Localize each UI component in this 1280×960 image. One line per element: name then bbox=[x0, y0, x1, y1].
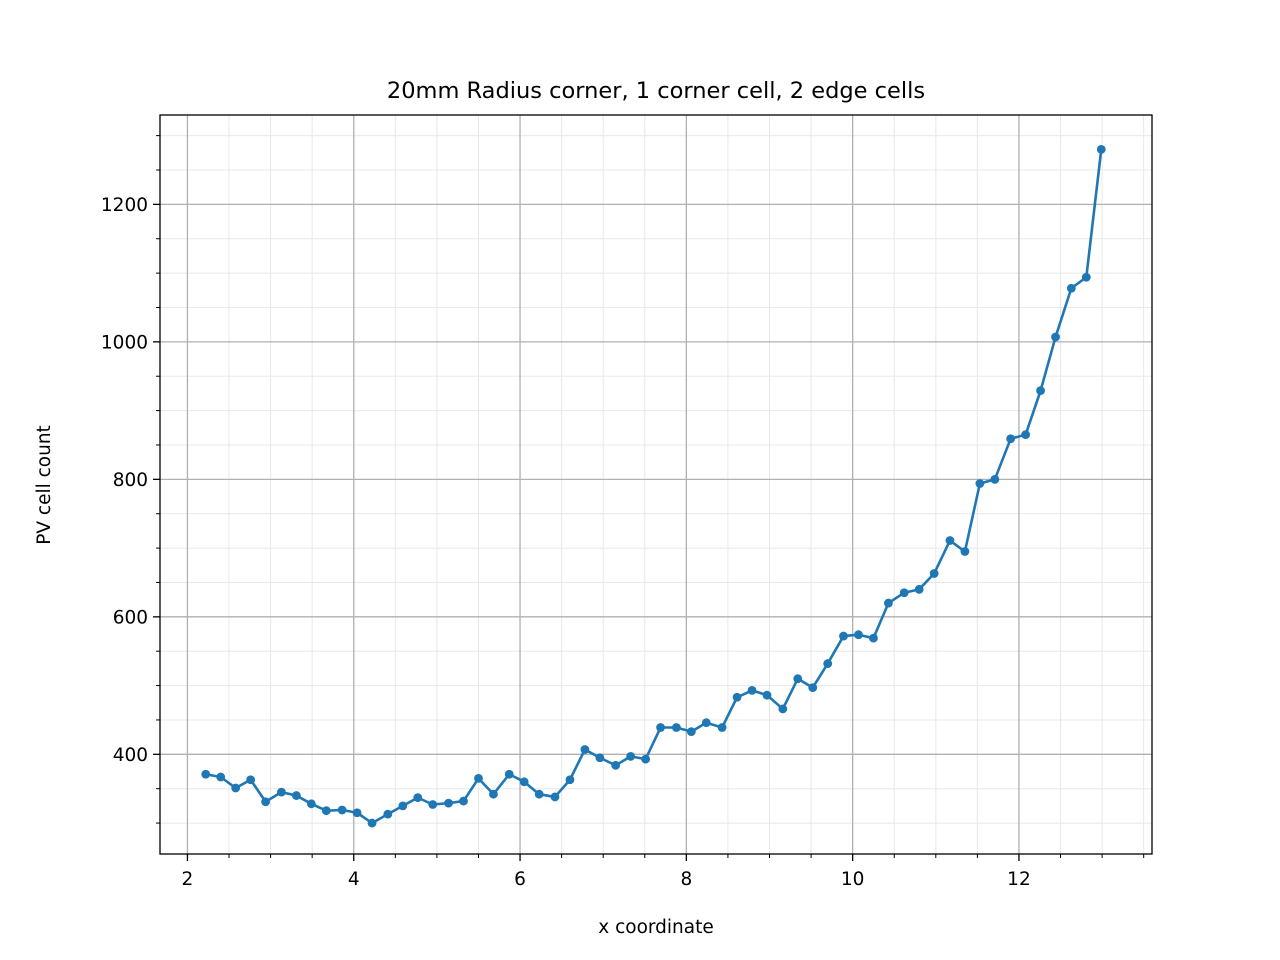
data-point bbox=[504, 769, 514, 779]
minor-grid bbox=[160, 115, 1152, 854]
data-point bbox=[869, 633, 878, 643]
data-point bbox=[261, 797, 271, 807]
x-axis-label: x coordinate bbox=[598, 917, 714, 938]
data-point bbox=[884, 598, 893, 608]
data-point bbox=[291, 791, 301, 800]
data-point bbox=[732, 692, 742, 702]
y-axis-label: PV cell count bbox=[34, 425, 55, 545]
data-point bbox=[1051, 332, 1060, 342]
y-tick-label: 600 bbox=[113, 607, 148, 628]
data-point bbox=[960, 547, 970, 556]
data-point bbox=[201, 769, 211, 779]
data-point bbox=[747, 685, 757, 695]
data-point bbox=[352, 808, 362, 818]
data-point bbox=[990, 474, 1000, 484]
data-point bbox=[929, 569, 939, 578]
data-point bbox=[216, 772, 226, 782]
data-point bbox=[899, 588, 909, 598]
data-point bbox=[565, 775, 575, 785]
data-point bbox=[489, 789, 498, 799]
data-point bbox=[306, 799, 316, 809]
data-point bbox=[398, 801, 408, 811]
y-tick-label: 1000 bbox=[101, 332, 148, 353]
data-point bbox=[459, 796, 468, 806]
y-tick-label: 1200 bbox=[101, 195, 148, 216]
data-point bbox=[444, 798, 453, 808]
data-point bbox=[778, 704, 788, 714]
data-point bbox=[611, 760, 621, 770]
data-point bbox=[383, 809, 393, 819]
axis-ticks: 2 4 6 8 10 12 400 600 800 1000 1200 bbox=[101, 135, 1145, 890]
data-point bbox=[839, 631, 848, 641]
data-point bbox=[1036, 386, 1045, 396]
data-point bbox=[321, 806, 331, 816]
data-point bbox=[474, 773, 483, 783]
data-point bbox=[580, 745, 590, 754]
data-point bbox=[550, 792, 560, 802]
x-tick-label: 6 bbox=[514, 869, 526, 890]
x-tick-label: 8 bbox=[680, 869, 692, 890]
y-tick-label: 800 bbox=[113, 470, 148, 491]
data-point bbox=[1066, 283, 1076, 293]
data-point bbox=[823, 659, 833, 668]
data-point bbox=[945, 536, 955, 545]
data-point bbox=[519, 777, 529, 787]
x-tick-label: 2 bbox=[182, 869, 194, 890]
data-point bbox=[701, 718, 711, 728]
data-point bbox=[671, 723, 681, 732]
data-series bbox=[201, 144, 1106, 828]
data-point bbox=[686, 727, 696, 737]
data-point bbox=[914, 584, 924, 594]
data-point bbox=[337, 805, 347, 815]
data-point bbox=[231, 783, 241, 793]
data-point bbox=[595, 753, 605, 763]
data-point bbox=[246, 775, 256, 785]
x-tick-label: 4 bbox=[348, 869, 360, 890]
data-point bbox=[277, 787, 286, 797]
data-point bbox=[626, 751, 636, 761]
data-point bbox=[1006, 434, 1016, 444]
x-tick-label: 12 bbox=[1007, 869, 1031, 890]
data-point bbox=[1081, 272, 1091, 282]
data-point bbox=[717, 723, 727, 732]
data-point bbox=[762, 690, 772, 700]
data-point bbox=[656, 723, 665, 732]
data-point bbox=[413, 793, 423, 803]
plot-frame bbox=[159, 114, 1153, 855]
data-point bbox=[793, 674, 803, 684]
x-tick-label: 10 bbox=[841, 869, 865, 890]
data-point bbox=[367, 818, 377, 828]
data-point bbox=[975, 479, 985, 488]
data-point bbox=[1021, 430, 1031, 440]
chart-title: 20mm Radius corner, 1 corner cell, 2 edg… bbox=[387, 78, 925, 104]
y-tick-label: 400 bbox=[113, 745, 148, 766]
data-point bbox=[428, 800, 438, 809]
data-point bbox=[1096, 144, 1106, 154]
data-point bbox=[808, 683, 818, 693]
data-point bbox=[854, 630, 863, 640]
data-point bbox=[534, 789, 544, 799]
data-point bbox=[641, 754, 651, 764]
